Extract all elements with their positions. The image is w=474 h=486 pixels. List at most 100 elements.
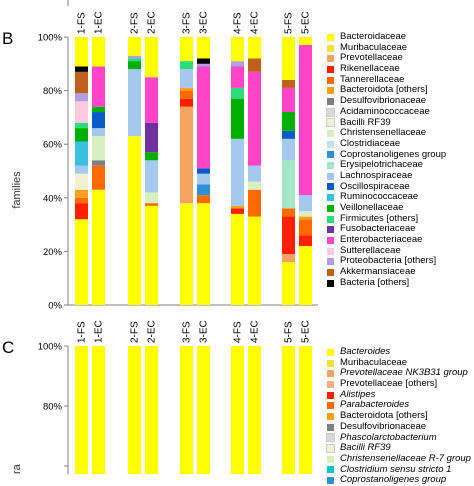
bar-segment [299, 235, 312, 247]
bar-segment [92, 37, 105, 67]
bar-segment [282, 138, 295, 161]
legend-label: Bacteroidota [others] [340, 84, 428, 96]
legend-swatch [327, 140, 334, 148]
legend-item: Bacilli RF39 [326, 442, 471, 454]
legend-item: Christensenellaceae R-7 group [327, 452, 471, 465]
panel-letter-b: B [2, 29, 14, 48]
legend-swatch [327, 172, 334, 180]
legend-label: Veillonellaceae [340, 202, 404, 213]
legend-swatch [327, 44, 334, 52]
legend-swatch [326, 118, 335, 128]
bar-segment [128, 55, 141, 59]
bar-segment [75, 197, 88, 204]
legend-item: Sutterellaceae [327, 245, 446, 257]
legend-label: Rikenellaceae [340, 63, 400, 75]
category-label: 4-FS [233, 12, 244, 34]
legend-swatch [327, 183, 334, 191]
legend-swatch [327, 76, 334, 84]
bar-segment [180, 346, 193, 474]
legend-label: Christensenellaceae R-7 group [340, 452, 471, 464]
bar-segment [299, 219, 312, 236]
bar-segment [299, 211, 312, 217]
legend-item: Enterobacteriaceae [327, 234, 446, 246]
legend-label: Prevotellaceae [others] [340, 378, 438, 390]
category-label: 5-FS [284, 321, 295, 343]
bar-segment [128, 136, 141, 305]
legend-swatch [327, 194, 334, 202]
bar-segment [145, 77, 158, 123]
legend-item: Coprostanoligenes group [327, 475, 471, 486]
legend-label: Desulfovibrionaceae [340, 420, 427, 432]
legend-item: Bacteroidota [others] [327, 410, 471, 422]
bar-segment [145, 192, 158, 204]
legend-item: Prevotellaceae NK3B31 group [327, 368, 471, 379]
bar-segment [180, 90, 193, 99]
bar-segment [248, 346, 261, 474]
bar-segment [75, 219, 88, 305]
bar-segment [128, 37, 141, 56]
bar-segment [248, 165, 261, 182]
legend-item: Tannerellaceae [327, 74, 446, 86]
bar-segment [197, 173, 210, 185]
bar-segment [75, 141, 88, 166]
bar-segment [75, 66, 88, 72]
bar-segment [75, 93, 88, 102]
legend-swatch [327, 391, 334, 399]
legend-swatch [327, 359, 334, 367]
legend-item: Clostridium sensu stricto 1 [327, 464, 471, 476]
bar-segment [231, 98, 244, 139]
legend-item: Fusobacteriaceae [327, 224, 446, 235]
legend-label: Bacteroidaceae [340, 31, 407, 42]
bar-segment [197, 184, 210, 196]
bar-segment [282, 37, 295, 80]
legend-item: Prevotellaceae [327, 53, 446, 64]
legend-item: Desulfovibrionaceae [327, 95, 446, 107]
y-tick-label: 100% [38, 342, 63, 353]
bar-segment [180, 98, 193, 107]
legend-item: Muribaculaceae [327, 42, 446, 54]
category-label: 4-FS [233, 321, 244, 343]
legend-swatch [327, 65, 334, 73]
category-label: 4-EC [250, 320, 261, 343]
legend-swatch [327, 33, 334, 41]
legend-label: Phascolarctobacterium [340, 431, 437, 443]
legend-label: Akkermansiaceae [340, 266, 416, 278]
bar-segment [282, 208, 295, 217]
legend-item: Christensenellaceae [327, 127, 446, 139]
legend-item: Bacteroidaceae [327, 31, 446, 43]
legend-item: Bacteria [others] [327, 277, 446, 289]
category-label: 1-FS [77, 321, 88, 343]
bar-segment [145, 122, 158, 153]
legend-swatch [327, 87, 334, 95]
bar-segment [282, 112, 295, 131]
category-label: 4-EC [250, 11, 261, 34]
bar-segment [282, 130, 295, 139]
legend-swatch [327, 268, 334, 276]
legend-label: Coprostanoligenes group [340, 148, 447, 160]
legend-item: Coprostanoligenes group [327, 148, 447, 161]
bar-segment [92, 136, 105, 161]
bar-segment [248, 58, 261, 72]
bar-segment [92, 112, 105, 129]
bar-segment [145, 203, 158, 206]
bar-segment [248, 37, 261, 59]
category-label: 2-EC [147, 320, 158, 343]
category-label: 3-FS [182, 321, 193, 343]
bar-segment [128, 58, 141, 62]
bar-segment [231, 208, 244, 214]
bar-segment [180, 203, 193, 305]
legend-genera: Bacteroides Muribaculaceae Prevotellaceae … [326, 346, 471, 486]
bar-segment [145, 205, 158, 305]
y-tick-label: 0% [48, 301, 62, 312]
category-label: 3-EC [199, 11, 210, 34]
legend-item: Desulfovibrionaceae [327, 420, 471, 433]
bar-segment [248, 216, 261, 305]
legend-families: Bacteroidaceae Muribaculaceae Prevotellace… [326, 31, 447, 289]
bar-segment [231, 346, 244, 474]
bar-segment [128, 457, 141, 474]
legend-label: Oscillospiraceae [340, 180, 410, 192]
bar-segment [299, 246, 312, 305]
y-axis-label: ra [11, 463, 23, 474]
legend-swatch [327, 204, 334, 212]
legend-label: Firmicutes [others] [340, 212, 419, 224]
